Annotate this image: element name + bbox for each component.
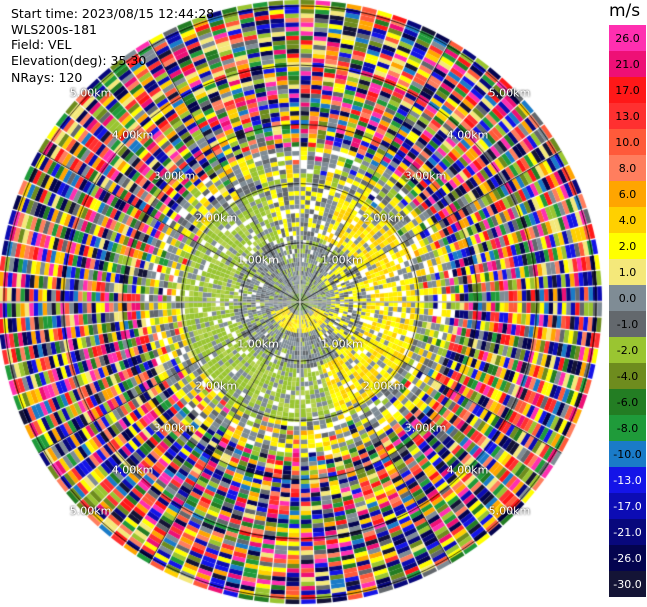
colorbar-segment — [609, 103, 646, 129]
colorbar-segment — [609, 155, 646, 181]
colorbar-tick-label: -13.0 — [613, 474, 642, 487]
colorbar-tick-label: 26.0 — [615, 32, 640, 45]
range-ring-label: 3.00km — [153, 169, 196, 183]
range-ring-label: 4.00km — [111, 463, 154, 476]
colorbar-segment — [609, 545, 646, 571]
colorbar-tick-label: -17.0 — [613, 500, 642, 513]
colorbar-tick-label: 0.0 — [618, 292, 637, 305]
elevation-label: Elevation(deg): 35.30 — [11, 53, 147, 68]
colorbar-segment — [609, 337, 646, 363]
range-ring-label: 1.00km — [321, 253, 363, 267]
range-ring-label: 1.00km — [237, 337, 279, 351]
colorbar-segment — [609, 181, 646, 207]
colorbar-segment — [609, 311, 646, 337]
range-ring-label: 4.00km — [446, 128, 489, 141]
colorbar-segment — [609, 571, 646, 597]
colorbar-tick-label: -26.0 — [613, 552, 642, 565]
range-ring-label: 5.00km — [488, 504, 531, 518]
start-time-label: Start time: 2023/08/15 12:44:28 — [11, 6, 215, 21]
range-ring-label: 2.00km — [195, 211, 238, 225]
range-ring-label: 4.00km — [446, 463, 489, 476]
range-ring-label: 4.00km — [111, 128, 154, 141]
range-ring-label: 2.00km — [195, 379, 238, 393]
colorbar-tick-label: 2.0 — [618, 240, 637, 253]
colorbar-unit: m/s — [609, 1, 641, 21]
colorbar-tick-label: -4.0 — [616, 370, 639, 383]
range-ring-label: 3.00km — [153, 421, 196, 435]
colorbar-segment — [609, 441, 646, 467]
colorbar-segment — [609, 389, 646, 415]
colorbar-tick-label: -10.0 — [613, 448, 642, 461]
colorbar-tick-label: -30.0 — [613, 578, 642, 591]
range-ring-label: 5.00km — [69, 504, 112, 518]
colorbar-segment — [609, 207, 646, 233]
range-ring-label: 3.00km — [404, 421, 447, 435]
range-ring-label: 2.00km — [362, 379, 405, 393]
range-ring-label: 5.00km — [488, 86, 531, 100]
colorbar-segment — [609, 129, 646, 155]
colorbar-tick-label: -6.0 — [616, 396, 639, 409]
range-ring-label: 3.00km — [404, 169, 447, 183]
colorbar-tick-label: 17.0 — [615, 84, 640, 97]
colorbar-segment — [609, 493, 646, 519]
field-label: Field: VEL — [11, 37, 72, 52]
range-ring-label: 1.00km — [321, 337, 363, 351]
colorbar-tick-label: 10.0 — [615, 136, 640, 149]
range-ring-label: 5.00km — [69, 86, 112, 100]
nrays-label: NRays: 120 — [11, 70, 83, 85]
colorbar-segment — [609, 285, 646, 311]
colorbar-tick-label: 6.0 — [618, 188, 637, 201]
colorbar-segment — [609, 363, 646, 389]
range-ring-label: 2.00km — [362, 211, 405, 225]
instrument-label: WLS200s-181 — [11, 22, 97, 37]
colorbar-tick-label: -21.0 — [613, 526, 642, 539]
colorbar-tick-label: 4.0 — [618, 214, 637, 227]
colorbar-segment — [609, 467, 646, 493]
colorbar-segment — [609, 51, 646, 77]
colorbar-tick-label: 1.0 — [618, 266, 637, 279]
colorbar-tick-label: 8.0 — [618, 162, 637, 175]
colorbar-segment — [609, 25, 646, 51]
colorbar-segment — [609, 233, 646, 259]
colorbar-tick-label: 13.0 — [615, 110, 640, 123]
colorbar-segment — [609, 77, 646, 103]
colorbar-segment — [609, 415, 646, 441]
colorbar-segment — [609, 519, 646, 545]
range-ring-label: 1.00km — [237, 253, 279, 267]
colorbar-tick-label: -8.0 — [616, 422, 639, 435]
colorbar-tick-label: 21.0 — [615, 58, 640, 71]
colorbar-tick-label: -2.0 — [616, 344, 639, 357]
colorbar-tick-label: -1.0 — [616, 318, 639, 331]
colorbar-segment — [609, 259, 646, 285]
